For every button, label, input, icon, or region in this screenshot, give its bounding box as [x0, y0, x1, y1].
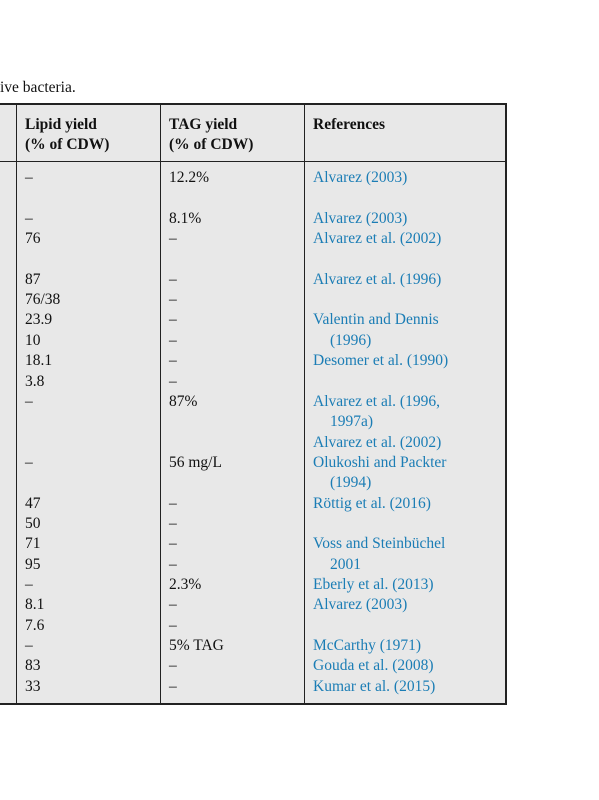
reference-cell: Alvarez et al. (1996, — [313, 392, 440, 410]
lipid-cell: 76/38 — [25, 291, 61, 309]
lipid-cell: – — [25, 576, 33, 593]
tag-cell: – — [169, 352, 177, 370]
tag-cell: – — [169, 555, 177, 573]
table — [0, 103, 507, 705]
reference-cell: Röttig et al. (2016) — [313, 494, 431, 512]
tag-cell: – — [169, 494, 177, 512]
reference-cell: Alvarez et al. (2002) — [313, 433, 442, 451]
lipid-cell: – — [25, 169, 33, 186]
reference-cell: Gouda et al. (2008) — [313, 657, 434, 675]
tag-cell: – — [169, 331, 177, 349]
lipid-cell: 18.1 — [25, 352, 53, 370]
caption: ive bacteria. — [0, 79, 76, 96]
lipid-cell: 83 — [25, 657, 41, 675]
lipid-cell: – — [25, 637, 33, 655]
tag-cell: 2.3% — [169, 576, 202, 593]
reference-cell: Desomer et al. (1990) — [313, 352, 449, 370]
reference-cell: Voss and Steinbüchel — [313, 535, 446, 553]
lipid-cell: 47 — [25, 494, 41, 512]
lipid-cell: 95 — [25, 555, 41, 573]
lipid-cell: 8.1 — [25, 596, 45, 614]
reference-cell: McCarthy (1971) — [313, 637, 422, 655]
reference-cell: (1996) — [330, 331, 372, 349]
tag-cell: – — [169, 657, 177, 675]
header-cell: (% of CDW) — [169, 136, 254, 153]
tag-cell: – — [169, 514, 177, 532]
header-cell: TAG yield — [169, 116, 238, 133]
column-rule — [160, 103, 161, 703]
tag-cell: 12.2% — [169, 169, 210, 186]
lipid-cell: 7.6 — [25, 616, 45, 634]
tag-cell: 87% — [169, 392, 198, 410]
reference-cell: 1997a) — [330, 413, 374, 431]
tag-cell: 56 mg/L — [169, 453, 222, 471]
lipid-cell: 87 — [25, 270, 41, 288]
lipid-cell: 10 — [25, 331, 41, 349]
header-cell: References — [313, 116, 386, 133]
reference-cell: 2001 — [330, 555, 361, 573]
tag-cell: 8.1% — [169, 209, 202, 227]
tag-cell: 5% TAG — [169, 637, 224, 655]
column-rule — [304, 103, 305, 703]
reference-cell: Alvarez (2003) — [313, 169, 408, 186]
lipid-cell: – — [25, 209, 33, 227]
tag-cell: – — [169, 535, 177, 553]
reference-cell: Alvarez (2003) — [313, 209, 408, 227]
tag-cell: – — [169, 596, 177, 614]
reference-cell: Valentin and Dennis — [313, 311, 439, 329]
reference-cell: (1994) — [330, 474, 372, 492]
column-rule — [16, 103, 17, 703]
lipid-cell: 23.9 — [25, 311, 53, 329]
reference-cell: Kumar et al. (2015) — [313, 677, 436, 695]
tag-cell: – — [169, 270, 177, 288]
lipid-cell: 3.8 — [25, 372, 45, 390]
lipid-cell: 50 — [25, 514, 41, 532]
reference-cell: Olukoshi and Packter — [313, 453, 447, 471]
tag-cell: – — [169, 616, 177, 634]
tag-cell: – — [169, 677, 177, 695]
lipid-cell: 71 — [25, 535, 41, 553]
lipid-cell: 76 — [25, 230, 41, 248]
reference-cell: Alvarez et al. (2002) — [313, 230, 442, 248]
reference-cell: Alvarez (2003) — [313, 596, 408, 614]
lipid-cell: – — [25, 453, 33, 471]
header-cell: Lipid yield — [25, 116, 97, 133]
tag-cell: – — [169, 311, 177, 329]
reference-cell: Eberly et al. (2013) — [313, 576, 434, 593]
lipid-cell: – — [25, 392, 33, 410]
tag-cell: – — [169, 230, 177, 248]
header-cell: (% of CDW) — [25, 136, 110, 153]
lipid-cell: 33 — [25, 677, 41, 695]
header-rule — [0, 161, 505, 162]
reference-cell: Alvarez et al. (1996) — [313, 270, 442, 288]
tag-cell: – — [169, 291, 177, 309]
tag-cell: – — [169, 372, 177, 390]
